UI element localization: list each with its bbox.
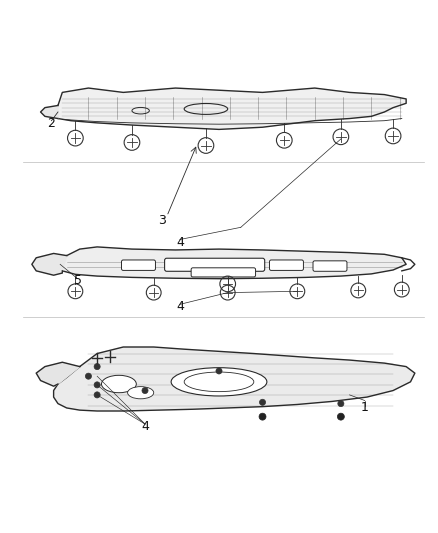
FancyBboxPatch shape xyxy=(121,260,155,270)
Ellipse shape xyxy=(102,375,136,393)
Polygon shape xyxy=(58,247,406,279)
FancyBboxPatch shape xyxy=(313,261,347,271)
Text: 4: 4 xyxy=(141,420,149,433)
Ellipse shape xyxy=(127,386,154,399)
Text: 5: 5 xyxy=(74,274,81,287)
Polygon shape xyxy=(53,347,415,411)
Polygon shape xyxy=(32,254,67,275)
Text: 1: 1 xyxy=(361,401,369,415)
Polygon shape xyxy=(41,106,58,118)
FancyBboxPatch shape xyxy=(191,268,255,277)
Ellipse shape xyxy=(171,368,267,396)
Text: 4: 4 xyxy=(176,236,184,249)
Circle shape xyxy=(142,387,148,393)
Text: 2: 2 xyxy=(47,117,55,130)
Circle shape xyxy=(259,399,265,405)
Circle shape xyxy=(94,382,100,388)
Polygon shape xyxy=(53,88,406,130)
Circle shape xyxy=(337,413,344,420)
Text: 4: 4 xyxy=(176,300,184,313)
Circle shape xyxy=(338,400,344,407)
Circle shape xyxy=(85,373,92,379)
Circle shape xyxy=(94,364,100,370)
Text: 3: 3 xyxy=(159,214,166,227)
Polygon shape xyxy=(36,362,80,386)
Circle shape xyxy=(216,368,222,374)
FancyBboxPatch shape xyxy=(269,260,304,270)
Circle shape xyxy=(259,413,266,420)
FancyBboxPatch shape xyxy=(165,258,265,271)
Circle shape xyxy=(94,392,100,398)
